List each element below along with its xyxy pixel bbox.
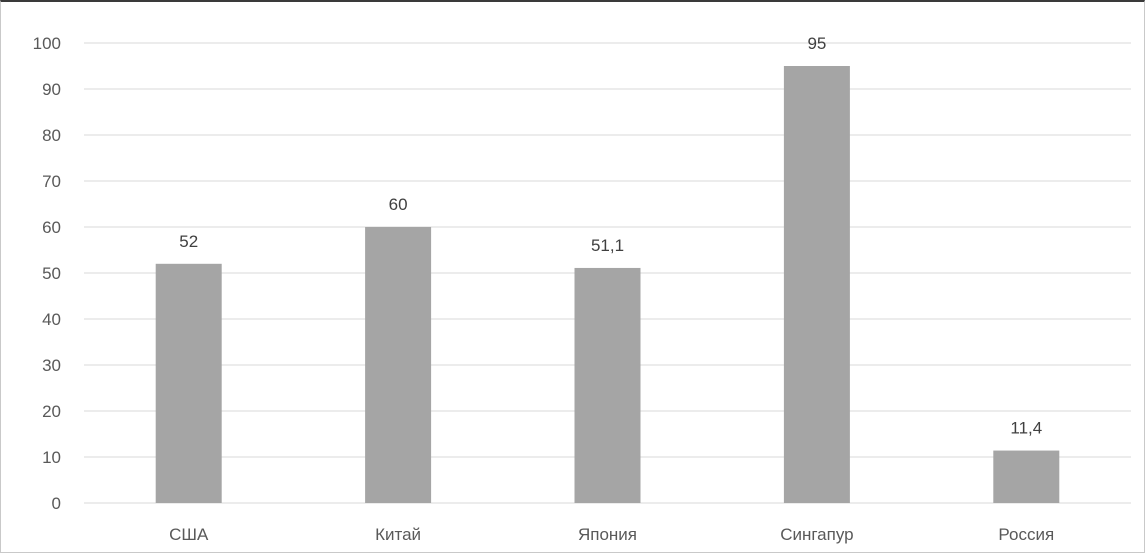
x-tick-label: Сингапур: [780, 525, 853, 544]
y-tick-label: 60: [42, 218, 61, 237]
y-tick-label: 10: [42, 448, 61, 467]
y-tick-label: 90: [42, 80, 61, 99]
y-tick-label: 0: [52, 494, 61, 513]
bars: [155, 66, 1060, 503]
y-axis-ticks: 0 10 20 30 40 50 60 70 80 90 100: [33, 34, 61, 513]
y-tick-label: 70: [42, 172, 61, 191]
x-tick-label: Япония: [578, 525, 637, 544]
x-tick-label: Россия: [998, 525, 1054, 544]
x-tick-label: Китай: [375, 525, 421, 544]
bar: [783, 66, 850, 503]
y-tick-label: 30: [42, 356, 61, 375]
bar: [155, 263, 222, 503]
y-tick-label: 40: [42, 310, 61, 329]
y-tick-label: 50: [42, 264, 61, 283]
data-label: 11,4: [1010, 419, 1042, 438]
x-tick-label: США: [169, 525, 209, 544]
data-labels: 52 60 51,1 95 11,4: [179, 34, 1042, 438]
y-tick-label: 80: [42, 126, 61, 145]
bar: [365, 227, 432, 503]
data-label: 51,1: [591, 236, 624, 255]
bar: [574, 267, 641, 503]
y-tick-label: 20: [42, 402, 61, 421]
x-axis-ticks: США Китай Япония Сингапур Россия: [169, 525, 1054, 544]
y-tick-label: 100: [33, 34, 61, 53]
data-label: 52: [179, 232, 198, 251]
bar: [993, 450, 1060, 503]
data-label: 95: [807, 34, 826, 53]
data-label: 60: [389, 195, 408, 214]
